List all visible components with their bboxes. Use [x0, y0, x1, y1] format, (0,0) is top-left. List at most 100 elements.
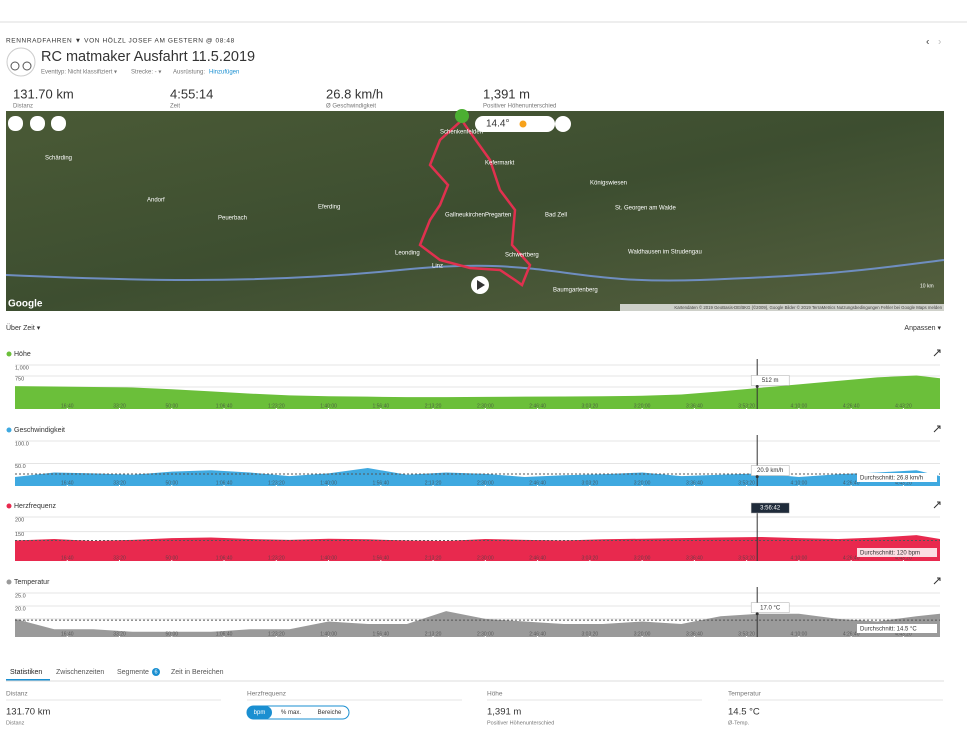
x-tick-label: 1:56:40: [372, 631, 389, 637]
expand-icon[interactable]: [933, 501, 941, 509]
button-active[interactable]: [247, 706, 272, 719]
y-tick-label: 200: [15, 517, 24, 523]
x-tick-label: 1:40:00: [320, 480, 337, 486]
meta[interactable]: Eventtyp: Nicht klassifiziert ▾: [41, 70, 117, 76]
x-tick-label: 3:36:40: [686, 403, 703, 409]
x-tick-label: 33:20: [113, 631, 126, 637]
x-tick-label: 16:40: [61, 403, 74, 409]
x-tick-label: 1:56:40: [372, 403, 389, 409]
x-tick-label: 3:36:40: [686, 480, 703, 486]
x-tick-label: 3:53:20: [738, 480, 755, 486]
place-label: St. Georgen am Walde: [615, 206, 676, 212]
expand-icon[interactable]: [933, 425, 941, 433]
activity-title[interactable]: RC matmaker Ausfahrt 11.5.2019: [41, 49, 255, 65]
prev[interactable]: ‹: [926, 37, 929, 48]
chart-title: Höhe: [14, 351, 31, 358]
x-tick-label: 4:26:40: [843, 403, 860, 409]
x-tick-label: 3:20:00: [634, 631, 651, 637]
meta[interactable]: Strecke: - ▾: [131, 70, 161, 76]
average-label: Durchschnitt: 26.8 km/h: [860, 476, 923, 482]
tab[interactable]: Zeit in Bereichen: [171, 669, 224, 676]
y-tick-label: 25.0: [15, 593, 26, 599]
cursor-label: 17.0 °C: [760, 605, 781, 611]
x-tick-label: 3:20:00: [634, 403, 651, 409]
x-tick-label: 3:03:20: [582, 555, 599, 561]
x-tick-label: 1:06:40: [216, 631, 233, 637]
y-tick-label: 750: [15, 376, 24, 382]
cursor-label: 512 m: [762, 378, 779, 384]
place-label: Schenkenfelden: [440, 130, 483, 136]
breadcrumb[interactable]: RENNRADFAHREN ▼ VON HÖLZL JOSEF AM GESTE…: [6, 37, 235, 45]
x-tick-label: 2:30:00: [477, 631, 494, 637]
tab[interactable]: Statistiken: [10, 669, 42, 676]
expand-icon[interactable]: [933, 349, 941, 357]
x-tick-label: 1:56:40: [372, 555, 389, 561]
zoom-out[interactable]: [30, 116, 45, 131]
meta-link[interactable]: Hinzufügen: [209, 70, 239, 76]
customize[interactable]: Anpassen ▾: [904, 325, 941, 332]
icon-wheel: [10, 61, 20, 71]
toggle-button[interactable]: bpm: [254, 710, 266, 716]
stat-label: Positiver Höhenunterschied: [483, 104, 556, 110]
expand-icon[interactable]: [933, 577, 941, 585]
legend-dot: [6, 351, 12, 357]
toggle-button[interactable]: Bereiche: [318, 710, 342, 716]
place-label: Andorf: [147, 198, 165, 204]
x-tick-label: 3:53:20: [738, 403, 755, 409]
x-tick-label: 2:46:40: [529, 480, 546, 486]
stat-value: 4:55:14: [170, 86, 213, 101]
x-tick-label: 3:36:40: [686, 555, 703, 561]
zoom-in[interactable]: [8, 116, 23, 131]
chart-title: Temperatur: [14, 579, 50, 586]
x-tick-label: 4:43:20: [895, 403, 912, 409]
area: [15, 375, 940, 409]
summary-sub: Ø-Temp.: [728, 720, 750, 726]
place-label: Schärding: [45, 156, 72, 162]
x-tick-label: 33:20: [113, 555, 126, 561]
cursor-point: [755, 384, 759, 388]
summary-title: Distanz: [6, 691, 28, 698]
x-tick-label: 3:03:20: [582, 480, 599, 486]
x-tick-label: 33:20: [113, 480, 126, 486]
stat-label: Ø Geschwindigkeit: [326, 104, 376, 110]
toggle-button[interactable]: % max.: [281, 710, 301, 716]
place-label: Leonding: [395, 251, 420, 257]
legend-dot: [6, 579, 12, 585]
average-label: Durchschnitt: 120 bpm: [860, 551, 920, 557]
map[interactable]: 14.4° Google 10 km Kartendaten © 2019 Ge…: [5, 109, 945, 311]
tab[interactable]: Zwischenzeiten: [56, 669, 104, 676]
x-tick-label: 3:03:20: [582, 403, 599, 409]
summary-value: 131.70 km: [6, 707, 50, 718]
x-tick-label: 1:40:00: [320, 631, 337, 637]
fullscreen[interactable]: [555, 116, 571, 132]
x-tick-label: 50:00: [166, 480, 179, 486]
map-credits: Kartendaten © 2019 GeoBasis-DE/BKG (©200…: [674, 305, 942, 310]
next[interactable]: ›: [938, 37, 941, 48]
summary-sub: Positiver Höhenunterschied: [487, 720, 554, 726]
activity-icon: [6, 47, 36, 77]
chart: Höhe2505007501,00016:4033:2050:001:06:40…: [6, 349, 941, 409]
tab[interactable]: Segmente: [117, 669, 149, 676]
layers[interactable]: [51, 116, 66, 131]
x-tick-label: 16:40: [61, 480, 74, 486]
summary-sub: Distanz: [6, 720, 25, 726]
x-tick-label: 2:46:40: [529, 403, 546, 409]
meta[interactable]: Ausrüstung:: [173, 70, 205, 76]
summary-title: Herzfrequenz: [247, 691, 286, 698]
time-toggle[interactable]: Über Zeit ▾: [6, 324, 41, 332]
x-tick-label: 4:43:20: [895, 480, 912, 486]
place-label: Baumgartenberg: [553, 288, 598, 294]
stat-value: 1,391 m: [483, 86, 530, 101]
sun-icon: [519, 120, 527, 128]
cursor-label-bg: [750, 465, 790, 476]
stat-value: 26.8 km/h: [326, 86, 383, 101]
x-tick-label: 1:06:40: [216, 555, 233, 561]
y-tick-label: 100.0: [15, 441, 29, 447]
stat-value: 131.70 km: [13, 86, 74, 101]
stat-label: Zeit: [170, 104, 180, 110]
start-marker[interactable]: [455, 109, 469, 123]
x-tick-label: 3:53:20: [738, 631, 755, 637]
badge: [152, 668, 160, 676]
average-bg: [857, 548, 937, 557]
x-tick-label: 16:40: [61, 555, 74, 561]
